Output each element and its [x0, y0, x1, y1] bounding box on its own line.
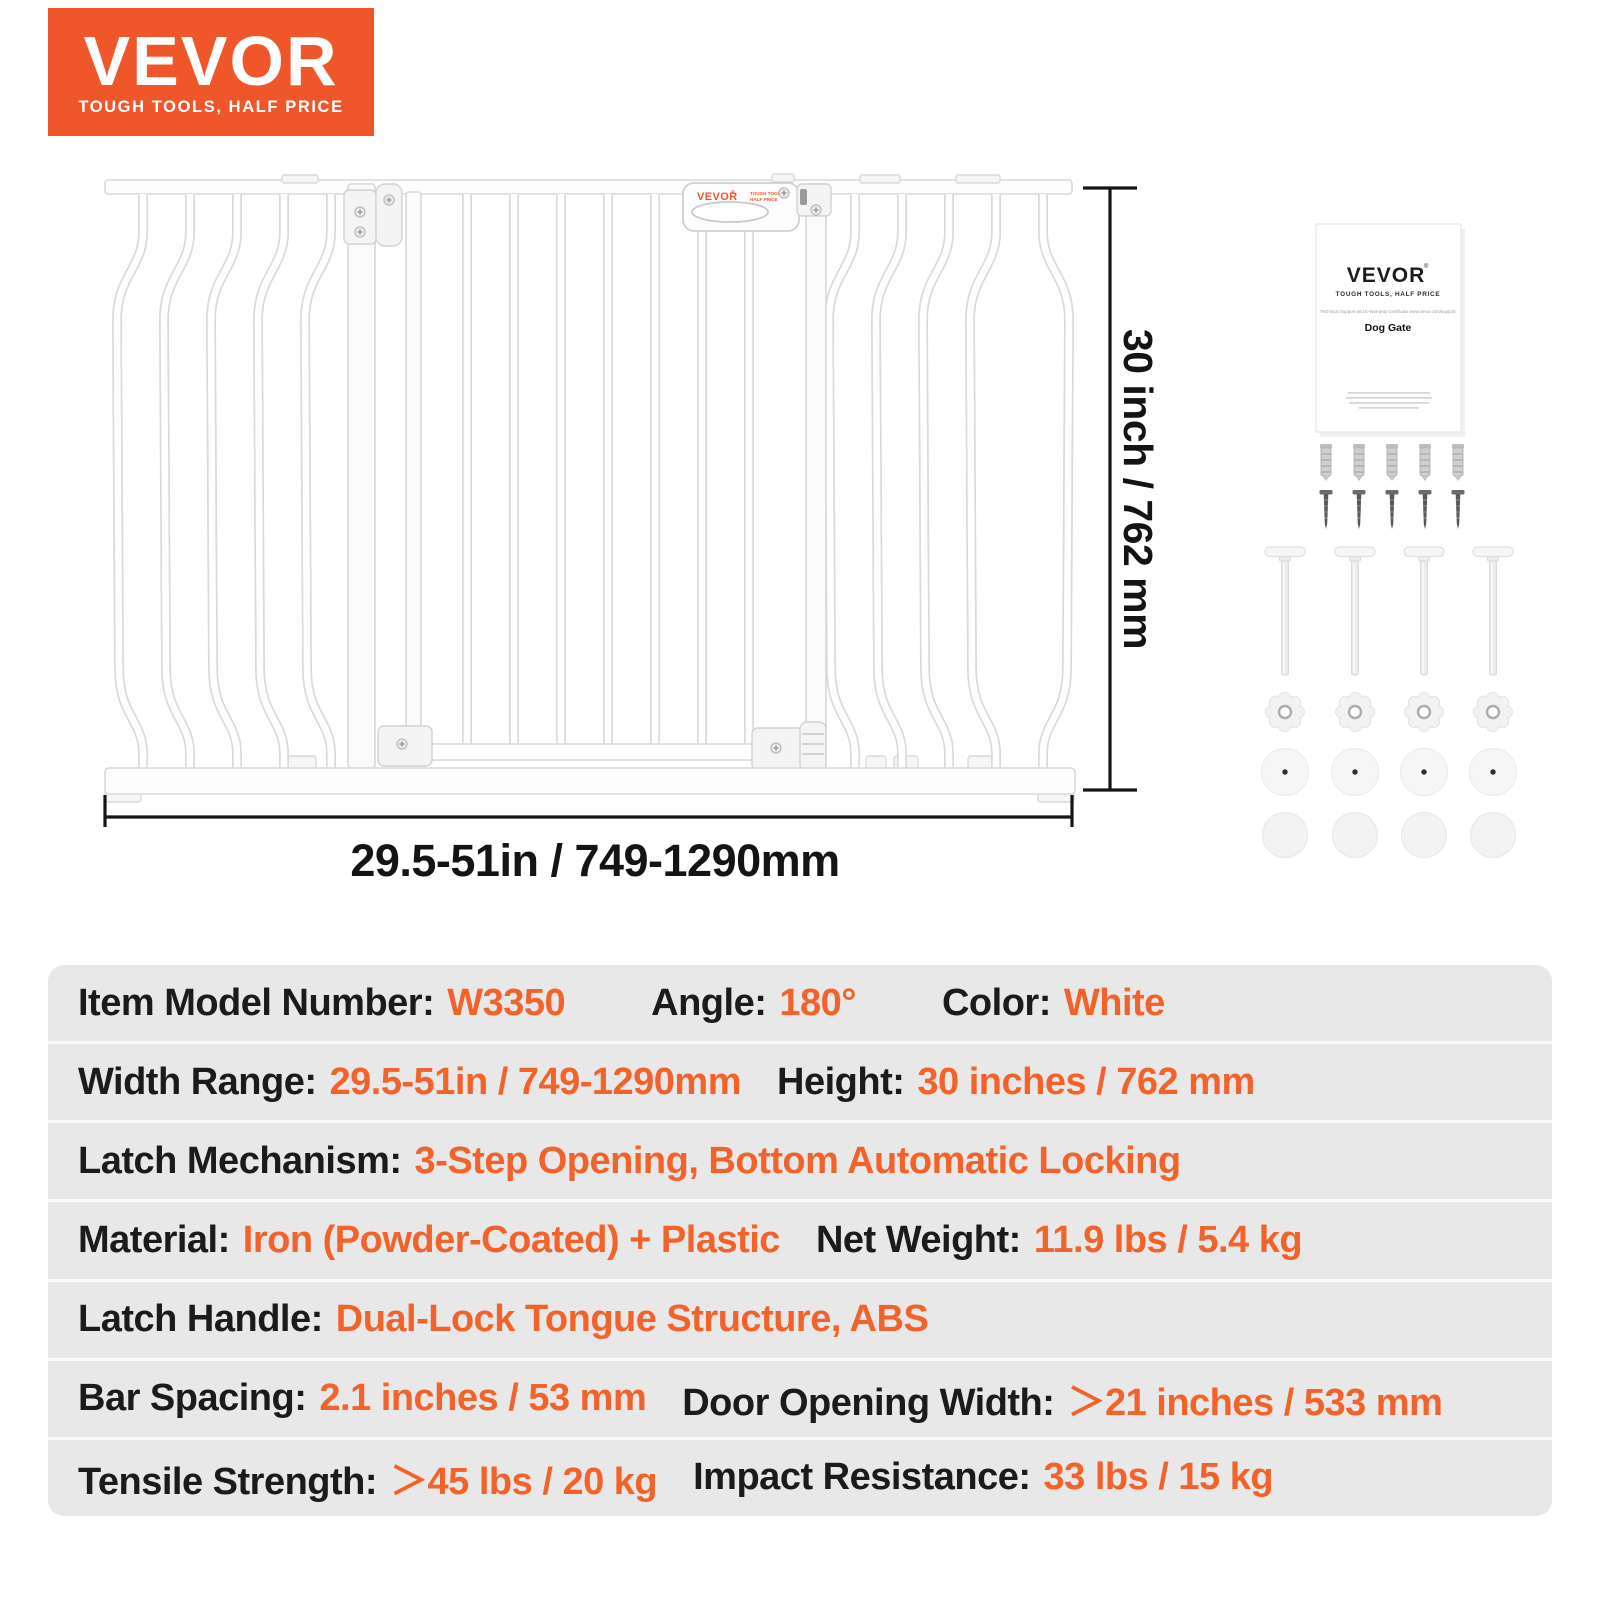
spec-table: Item Model Number: W3350 Angle: 180° Color… — [48, 965, 1552, 1516]
spec-value: White — [1063, 981, 1165, 1024]
manual-support-line: Technical Support and E-Warranty Certifi… — [1320, 309, 1456, 314]
spec-value: ＞21 inches / 533 mm — [1067, 1382, 1443, 1425]
manual-subtitle: TOUGH TOOLS, HALF PRICE — [1336, 291, 1441, 298]
pressure-mount-rods — [1264, 546, 1514, 676]
spec-label: Door Opening Width: — [682, 1382, 1055, 1425]
spec-row: Bar Spacing: 2.1 inches / 53 mm Door Open… — [48, 1361, 1552, 1440]
spec-label: Latch Handle: — [78, 1298, 323, 1341]
gate-bottom-rail — [104, 767, 1076, 795]
spec-label: Color: — [941, 981, 1051, 1024]
wall-anchors — [1319, 443, 1465, 482]
svg-text:HALF PRICE: HALF PRICE — [750, 197, 778, 202]
gate-top-rail — [104, 179, 1073, 195]
door-left-tube — [405, 191, 422, 761]
latch-clamp — [796, 183, 832, 217]
spec-row: Latch Handle: Dual-Lock Tongue Structure,… — [48, 1282, 1552, 1361]
manual-title: Dog Gate — [1365, 322, 1412, 334]
spec-label: Latch Mechanism: — [78, 1139, 402, 1182]
latch-post — [805, 183, 827, 765]
door-bars — [467, 194, 749, 746]
spec-value: 29.5-51in / 749-1290mm — [329, 1060, 742, 1103]
svg-text:TOUGH TOOLS,: TOUGH TOOLS, — [750, 191, 785, 196]
spec-value: 180° — [779, 981, 856, 1024]
hinge-post — [347, 183, 376, 769]
spec-value: Iron (Powder-Coated) + Plastic — [242, 1218, 781, 1261]
spec-label: Height: — [777, 1060, 905, 1103]
vevor-logo: VEVOR TOUGH TOOLS, HALF PRICE — [48, 8, 374, 136]
spec-row: Tensile Strength: ＞45 lbs / 20 kg Impact … — [48, 1440, 1552, 1516]
spec-row: Latch Mechanism: 3-Step Opening, Bottom A… — [48, 1123, 1552, 1203]
spec-value: 30 inches / 762 mm — [917, 1060, 1255, 1103]
mount-screws — [1318, 489, 1466, 530]
bottom-latch-bracket — [751, 721, 827, 773]
spec-value: ＞45 lbs / 20 kg — [390, 1461, 658, 1504]
logo-title: VEVOR — [83, 21, 339, 100]
manual-brand: VEVOR — [1347, 264, 1426, 287]
spec-row: Material: Iron (Powder-Coated) + Plastic … — [48, 1202, 1552, 1282]
spec-row: Item Model Number: W3350 Angle: 180° Color… — [48, 965, 1552, 1045]
svg-text:®: ® — [1424, 263, 1429, 270]
spec-value: W3350 — [447, 981, 566, 1024]
height-dimension-label: 30 inch / 762 mm — [1115, 329, 1160, 649]
dog-gate-diagram: VEVOR ® TOUGH TOOLS, HALF PRICE 30 inch … — [103, 173, 1160, 886]
manual-fineprint — [1346, 392, 1432, 409]
spec-value: 33 lbs / 15 kg — [1043, 1456, 1274, 1499]
top-rail-joints — [281, 173, 1001, 184]
spec-value: 2.1 inches / 53 mm — [319, 1377, 647, 1420]
spec-label: Net Weight: — [815, 1218, 1021, 1261]
width-dimension: 29.5-51in / 749-1290mm — [103, 795, 1074, 886]
spec-label: Angle: — [651, 981, 767, 1024]
wall-pads — [1261, 811, 1517, 859]
spec-label: Width Range: — [78, 1060, 317, 1103]
left-extension-bars — [117, 194, 331, 770]
bottom-hinge-bracket — [377, 725, 433, 767]
logo-subtitle: TOUGH TOOLS, HALF PRICE — [78, 97, 344, 116]
svg-text:®: ® — [731, 189, 735, 196]
handle-brand-text: VEVOR — [697, 191, 738, 203]
wall-cups — [1260, 747, 1518, 797]
spec-label: Tensile Strength: — [78, 1461, 378, 1504]
spec-value: Dual-Lock Tongue Structure, ABS — [335, 1298, 929, 1341]
door-bottom-rail — [379, 743, 813, 761]
handle-grip-hole — [691, 201, 769, 223]
spec-label: Item Model Number: — [78, 981, 435, 1024]
spec-value: 3-Step Opening, Bottom Automatic Locking — [414, 1139, 1182, 1182]
width-dimension-label: 29.5-51in / 749-1290mm — [350, 835, 839, 886]
included-parts: VEVOR ® TOUGH TOOLS, HALF PRICE Technica… — [1260, 223, 1518, 859]
spec-label: Material: — [78, 1218, 230, 1261]
spec-label: Bar Spacing: — [78, 1377, 307, 1420]
height-dimension: 30 inch / 762 mm — [1083, 186, 1160, 792]
spec-label: Impact Resistance: — [693, 1456, 1031, 1499]
top-hinge — [343, 183, 403, 247]
spec-value: 11.9 lbs / 5.4 kg — [1033, 1218, 1303, 1261]
spec-row: Width Range: 29.5-51in / 749-1290mm Heigh… — [48, 1044, 1552, 1124]
instruction-manual: VEVOR ® TOUGH TOOLS, HALF PRICE Technica… — [1315, 223, 1465, 437]
latch-handle: VEVOR ® TOUGH TOOLS, HALF PRICE — [682, 182, 800, 232]
right-extension-bars — [829, 194, 1069, 770]
adjusting-knobs — [1264, 691, 1514, 733]
